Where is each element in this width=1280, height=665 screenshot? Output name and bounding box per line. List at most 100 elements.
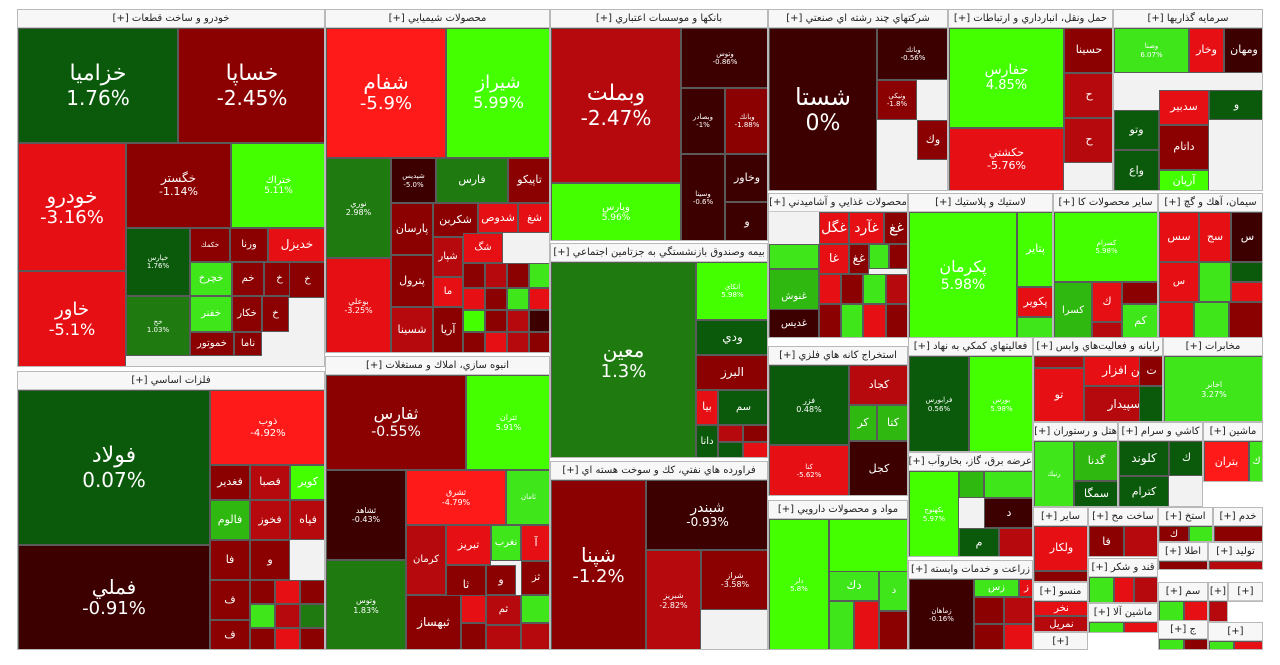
stock-tile-small[interactable] bbox=[485, 332, 507, 352]
stock-tile[interactable]: نمريل bbox=[1034, 616, 1087, 631]
sector-title[interactable]: خدم [+] bbox=[1214, 508, 1262, 526]
stock-tile[interactable]: آ bbox=[521, 525, 549, 561]
stock-tile-small[interactable] bbox=[485, 288, 507, 310]
stock-tile-small[interactable] bbox=[1184, 601, 1207, 621]
stock-tile[interactable]: كسرام 5.98% bbox=[1054, 212, 1157, 282]
stock-tile[interactable]: فا bbox=[210, 540, 250, 580]
stock-tile[interactable]: سدبير bbox=[1159, 90, 1209, 125]
stock-tile-small[interactable] bbox=[521, 623, 549, 649]
sector-title[interactable]: لاستيك و پلاستيك [+] bbox=[909, 194, 1052, 212]
stock-tile-small[interactable] bbox=[1194, 302, 1229, 337]
stock-tile[interactable]: آريان bbox=[1159, 170, 1209, 190]
stock-tile[interactable]: حفارس 4.85% bbox=[949, 28, 1064, 128]
stock-tile[interactable]: كجاد bbox=[849, 365, 907, 405]
stock-tile-small[interactable] bbox=[1214, 526, 1262, 541]
sector-title[interactable]: ج [+] bbox=[1159, 621, 1207, 639]
stock-tile[interactable]: ختراك 5.11% bbox=[231, 143, 324, 228]
stock-tile[interactable]: پترول bbox=[391, 255, 433, 307]
sector-title[interactable]: حمل ونقل، انبارداري و ارتباطات [+] bbox=[949, 10, 1112, 28]
sector-title[interactable]: هتل و رستوران [+] bbox=[1034, 423, 1117, 441]
stock-tile-small[interactable] bbox=[1089, 622, 1124, 632]
stock-tile[interactable]: ك bbox=[1092, 282, 1122, 322]
stock-tile[interactable]: پتاير bbox=[1017, 212, 1052, 287]
sector-title[interactable]: محصولات شيميايي [+] bbox=[326, 10, 549, 28]
stock-tile[interactable]: گدنا bbox=[1074, 441, 1117, 481]
stock-tile-small[interactable] bbox=[863, 274, 886, 304]
sector-title[interactable]: رايانه و فعاليت‌هاي وابس [+] bbox=[1034, 338, 1162, 356]
stock-tile[interactable]: ك bbox=[1169, 441, 1202, 476]
stock-tile[interactable]: ف bbox=[210, 620, 250, 649]
sector-title[interactable]: فراورده هاي نفتي، كك و سوخت هسته اي [+] bbox=[551, 462, 767, 480]
sector-title[interactable]: [+] bbox=[1209, 583, 1227, 601]
stock-tile-small[interactable] bbox=[275, 604, 300, 628]
stock-tile-small[interactable] bbox=[300, 604, 324, 628]
stock-tile[interactable]: س bbox=[1159, 262, 1199, 302]
stock-tile[interactable]: وپارس 5.96% bbox=[551, 183, 681, 240]
stock-tile[interactable]: تبريز bbox=[446, 525, 491, 565]
stock-tile-small[interactable] bbox=[1034, 356, 1084, 368]
sector-title[interactable]: [+] bbox=[1209, 623, 1262, 641]
stock-tile[interactable]: غگل bbox=[819, 212, 849, 244]
stock-tile[interactable]: تاپيكو bbox=[508, 158, 549, 203]
sector-title[interactable]: سيمان، آهك و گچ [+] bbox=[1159, 194, 1262, 212]
sector-title[interactable]: ساير [+] bbox=[1034, 508, 1087, 526]
sector-title[interactable]: محصولات غذايي و آشاميدني [+] bbox=[769, 194, 907, 212]
stock-tile-small[interactable] bbox=[507, 332, 529, 352]
stock-tile[interactable]: شفام -5.9% bbox=[326, 28, 446, 158]
sector-title[interactable]: كاشي و سرام [+] bbox=[1119, 423, 1202, 441]
sector-title[interactable]: عرضه برق، گاز، بخاروآب [+] bbox=[909, 453, 1032, 471]
stock-tile[interactable]: ثامان bbox=[506, 470, 549, 525]
stock-tile-small[interactable] bbox=[863, 304, 886, 337]
stock-tile-small[interactable] bbox=[250, 628, 275, 649]
stock-tile[interactable]: و bbox=[1209, 90, 1262, 120]
sector-title[interactable]: توليد [+] bbox=[1209, 543, 1262, 561]
stock-tile[interactable]: نوري 2.98% bbox=[326, 158, 391, 258]
stock-tile[interactable]: بورس 5.98% bbox=[969, 356, 1032, 451]
stock-tile[interactable]: رنيك bbox=[1034, 441, 1074, 506]
stock-tile-small[interactable] bbox=[1199, 262, 1231, 302]
stock-tile[interactable]: زماهان -0.16% bbox=[909, 579, 974, 649]
stock-tile-small[interactable] bbox=[1004, 624, 1032, 649]
stock-tile[interactable]: زس bbox=[974, 579, 1019, 597]
stock-tile-small[interactable] bbox=[974, 624, 1004, 649]
stock-tile[interactable]: خگستر -1.14% bbox=[126, 143, 231, 228]
stock-tile[interactable]: ز bbox=[1019, 579, 1032, 597]
stock-tile[interactable]: شپار bbox=[433, 237, 463, 277]
stock-tile-small[interactable] bbox=[1124, 622, 1157, 632]
stock-tile[interactable]: ت bbox=[1139, 356, 1162, 386]
sector-title[interactable]: انبوه سازي، املاك و مستغلات [+] bbox=[326, 357, 549, 375]
stock-tile[interactable]: خم bbox=[232, 262, 264, 296]
stock-tile[interactable]: ح bbox=[1064, 73, 1112, 118]
stock-tile[interactable]: فا bbox=[1089, 526, 1124, 556]
stock-tile-small[interactable] bbox=[841, 274, 863, 304]
stock-tile[interactable]: كنا -5.62% bbox=[769, 445, 849, 495]
stock-tile-small[interactable] bbox=[485, 263, 507, 288]
stock-tile[interactable]: خفنر bbox=[190, 296, 232, 332]
stock-tile[interactable]: كوير bbox=[290, 465, 324, 500]
stock-tile-small[interactable] bbox=[507, 288, 529, 310]
stock-tile-small[interactable] bbox=[1114, 577, 1134, 602]
stock-tile-small[interactable] bbox=[819, 304, 841, 337]
stock-tile[interactable]: فغدير bbox=[210, 465, 250, 500]
stock-tile[interactable]: ومهان bbox=[1224, 28, 1262, 73]
sector-title[interactable]: مواد و محصولات دارويي [+] bbox=[769, 501, 907, 519]
sector-title[interactable]: سم [+] bbox=[1159, 583, 1207, 601]
stock-tile-small[interactable] bbox=[1159, 561, 1207, 569]
stock-tile-small[interactable] bbox=[1231, 262, 1262, 282]
stock-tile[interactable]: ثتران 5.91% bbox=[466, 375, 549, 470]
stock-tile-small[interactable] bbox=[1034, 571, 1087, 581]
sector-title[interactable]: ماشين آلا [+] bbox=[1089, 604, 1157, 622]
stock-tile[interactable]: فرابورس 0.56% bbox=[909, 356, 969, 451]
stock-tile-small[interactable] bbox=[486, 625, 521, 649]
stock-tile[interactable]: وخار bbox=[1189, 28, 1224, 73]
stock-tile-small[interactable] bbox=[463, 310, 485, 332]
stock-tile-small[interactable] bbox=[829, 601, 854, 649]
stock-tile[interactable]: خ bbox=[262, 296, 289, 332]
stock-tile-small[interactable] bbox=[250, 604, 275, 628]
stock-tile[interactable]: كجل bbox=[849, 441, 907, 495]
stock-tile[interactable]: كترام bbox=[1119, 476, 1169, 506]
sector-title[interactable]: زراعت و خدمات وابسته [+] bbox=[909, 561, 1032, 579]
stock-tile-small[interactable] bbox=[1229, 302, 1262, 337]
stock-tile[interactable]: كلوند bbox=[1119, 441, 1169, 476]
stock-tile-small[interactable] bbox=[984, 471, 1032, 498]
